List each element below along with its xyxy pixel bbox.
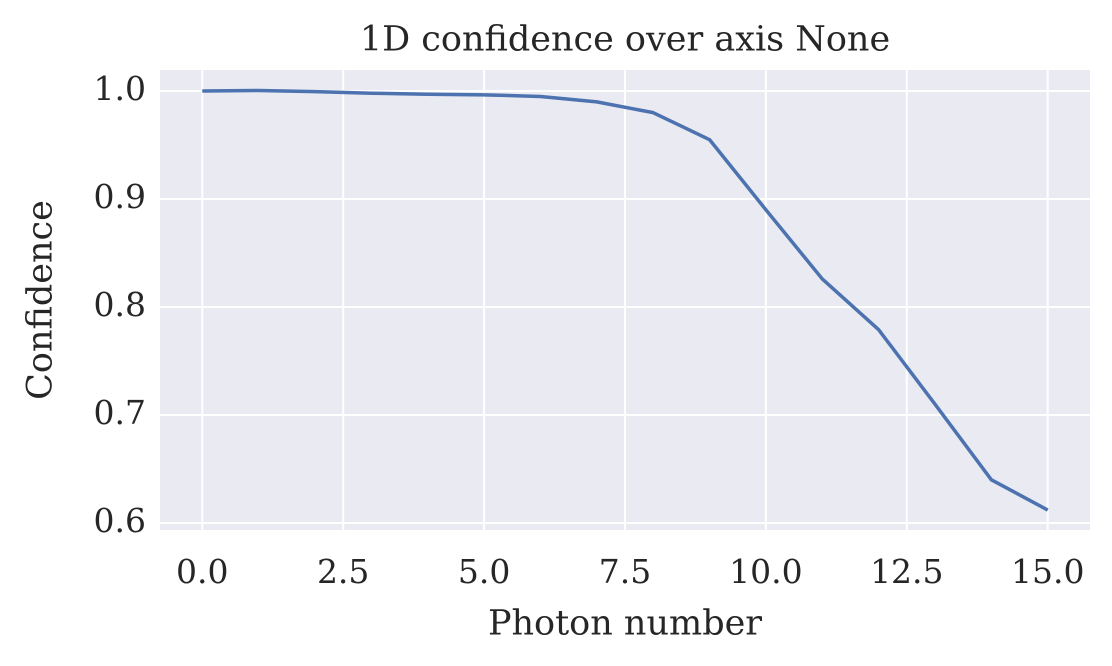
- x-tick-label: 5.0: [458, 552, 510, 591]
- x-tick-label: 2.5: [317, 552, 369, 591]
- x-tick-label: 7.5: [599, 552, 651, 591]
- x-tick-label: 10.0: [729, 552, 802, 591]
- x-tick-label: 15.0: [1011, 552, 1084, 591]
- y-axis-label: Confidence: [21, 200, 61, 400]
- x-axis-label: Photon number: [488, 604, 762, 644]
- x-tick-label: 12.5: [870, 552, 943, 591]
- x-tick-label: 0.0: [176, 552, 228, 591]
- y-tick-label: 0.7: [94, 393, 146, 432]
- chart-title: 1D confidence over axis None: [360, 20, 890, 60]
- y-tick-label: 0.8: [94, 285, 146, 324]
- data-line: [202, 88, 1049, 512]
- y-tick-label: 0.6: [94, 501, 146, 540]
- y-tick-label: 0.9: [94, 177, 146, 216]
- y-tick-label: 1.0: [94, 69, 146, 108]
